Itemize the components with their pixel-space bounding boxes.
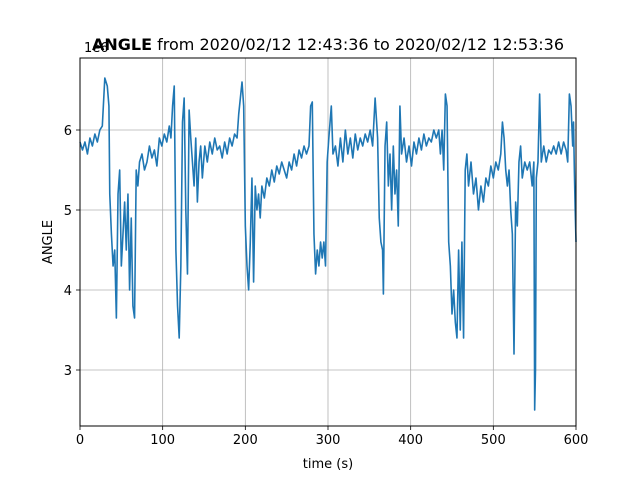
y-tick-label: 6 xyxy=(64,124,72,139)
y-tick-label: 3 xyxy=(64,364,72,379)
x-tick-label: 0 xyxy=(76,433,84,448)
x-tick-label: 400 xyxy=(398,433,423,448)
chart-title: ANGLE from 2020/02/12 12:43:36 to 2020/0… xyxy=(92,35,564,54)
x-tick-label: 200 xyxy=(233,433,258,448)
x-tick-label: 500 xyxy=(481,433,506,448)
x-tick-label: 100 xyxy=(150,433,175,448)
chart-title-bold: ANGLE xyxy=(92,35,152,54)
y-offset-label: 1e6 xyxy=(84,41,109,56)
series-line-angle xyxy=(79,77,577,411)
axis-ticks: 0 100 200 300 400 500 600 3 4 5 6 xyxy=(64,124,589,448)
x-tick-label: 600 xyxy=(564,433,589,448)
y-tick-label: 5 xyxy=(64,204,72,219)
chart-title-rest: from 2020/02/12 12:43:36 to 2020/02/12 1… xyxy=(152,35,564,54)
y-tick-label: 4 xyxy=(64,284,72,299)
y-axis-label: ANGLE xyxy=(41,220,56,264)
series-layer xyxy=(79,77,577,411)
x-tick-label: 300 xyxy=(316,433,341,448)
x-axis-label: time (s) xyxy=(303,457,353,472)
